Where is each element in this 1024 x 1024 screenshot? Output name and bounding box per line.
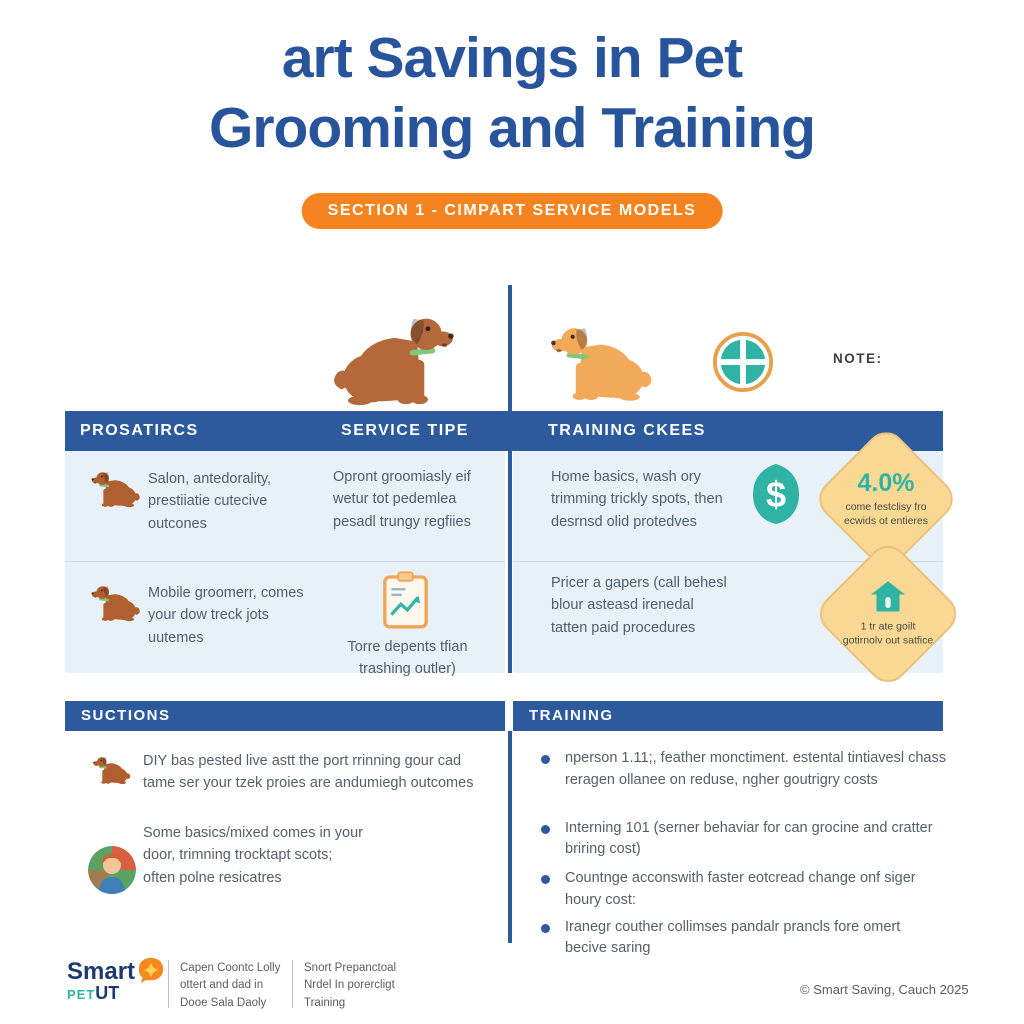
column-divider (508, 731, 512, 943)
table-cell: Torre depents tfian trashing outler) (347, 639, 468, 678)
note-label: NOTE: (833, 351, 883, 366)
logo-ut-text: UT (95, 983, 120, 1003)
footer-divider (292, 960, 293, 1008)
column-header-training: TRAINING CKEES (548, 422, 706, 439)
training-bullet-list: nperson 1.11;, feather monctiment. esten… (538, 748, 946, 960)
footer-column: Snort Prepanctoal Nrdel In porercligt Tr… (304, 962, 397, 1009)
section-header-training: TRAINING (513, 701, 943, 731)
dog-icon (90, 463, 142, 515)
list-item: DIY bas pested live astt the port rrinni… (143, 753, 474, 792)
dog-icon (92, 751, 132, 789)
dog-icon (548, 322, 656, 404)
logo-pet-line: PETUT (67, 983, 119, 1004)
logo-smart-text: Smart (67, 958, 136, 985)
target-window-icon (712, 331, 774, 393)
stat-caption: come festclisy fro ecwids ot entieres (843, 500, 929, 527)
bullet-item: Interning 101 (serner behaviar for can g… (538, 818, 946, 862)
person-avatar-icon (88, 846, 136, 894)
page-title-line1: art Savings in Pet (281, 26, 743, 90)
page-title-line2: Grooming and Training (209, 95, 816, 160)
logo-pet-text: PET (67, 987, 96, 1002)
column-divider (508, 285, 512, 673)
page-title: art Savings in Pet Grooming and Training (0, 24, 1024, 163)
table-cell: Pricer a gapers (call behesl blour astea… (551, 575, 727, 636)
footer-divider (168, 960, 169, 1008)
table-cell: Home basics, wash ory trimming trickly s… (551, 469, 723, 530)
section-badge: SECTION 1 - CIMPART SERVICE MODELS (301, 193, 723, 229)
table-panel-left (65, 451, 505, 673)
table-cell: Mobile groomerr, comes your dow treck jo… (148, 585, 304, 646)
copyright-text: © Smart Saving, Cauch 2025 (800, 982, 969, 997)
stat-diamond-content: 1 tr ate goilt gotirnolv out satfice (840, 580, 936, 647)
section-header-suctions: SUCTIONS (65, 701, 505, 731)
dog-icon (90, 577, 142, 629)
stat-diamond-content: 4.0% come festclisy fro ecwids ot entier… (838, 469, 934, 528)
section-header-label: TRAINING (529, 707, 614, 724)
list-item: Some basics/mixed comes in your door, tr… (143, 825, 363, 886)
column-header-prosatircs: PROSATIRCS (80, 422, 199, 439)
row-divider (513, 561, 943, 562)
house-icon (870, 580, 906, 612)
bullet-item: Countnge acconswith faster eotcread chan… (538, 868, 946, 912)
row-divider (65, 561, 505, 562)
dollar-icon (752, 463, 800, 525)
footer-column: Capen Coontc Lolly ottert and dad in Doo… (180, 962, 281, 1009)
dog-icon (322, 314, 464, 406)
bullet-item: nperson 1.11;, feather monctiment. esten… (538, 748, 946, 792)
stat-caption: 1 tr ate goilt gotirnolv out satfice (842, 620, 934, 647)
table-header-bar: PROSATIRCS SERVICE TIPE TRAINING CKEES (65, 411, 943, 451)
stat-value: 4.0% (857, 469, 915, 498)
chart-clipboard-icon (382, 571, 429, 630)
table-cell: Opront groomiasly eif wetur tot pedemlea… (333, 469, 471, 530)
table-cell: Salon, antedorality, prestiiatie cuteciv… (148, 471, 272, 532)
section-header-label: SUCTIONS (81, 707, 171, 724)
column-header-service: SERVICE TIPE (341, 422, 469, 439)
speech-bubble-logo-icon (137, 956, 165, 984)
bullet-item: Iranegr couther collimses pandalr prancl… (538, 917, 946, 961)
